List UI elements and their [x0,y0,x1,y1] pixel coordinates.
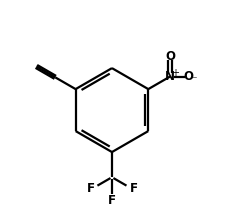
Text: +: + [171,68,179,78]
Text: ⁻: ⁻ [191,75,197,85]
Text: F: F [129,182,137,195]
Text: O: O [165,50,175,63]
Text: F: F [86,182,94,195]
Text: N: N [165,70,175,83]
Text: O: O [184,70,194,83]
Text: F: F [108,194,116,207]
